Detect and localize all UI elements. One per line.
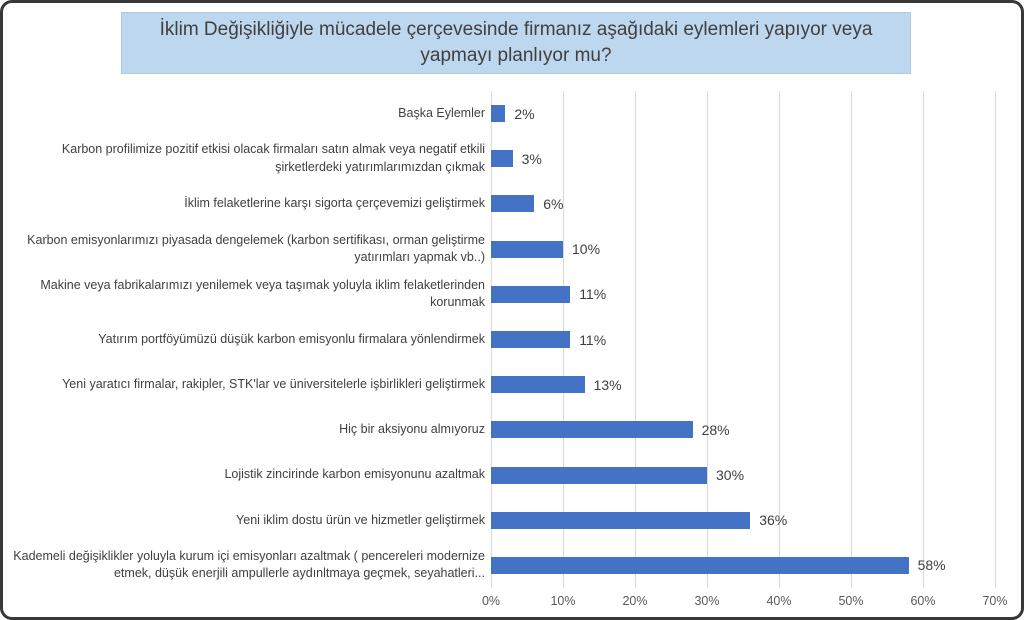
category-label: Kademeli değişiklikler yoluyla kurum içi… bbox=[13, 548, 485, 581]
value-label: 30% bbox=[716, 467, 745, 484]
bar bbox=[491, 105, 506, 123]
bar bbox=[491, 240, 563, 258]
bar bbox=[491, 511, 751, 529]
bar bbox=[491, 421, 693, 439]
category-label: Hiç bir aksiyonu almıyoruz bbox=[339, 422, 485, 437]
value-label: 58% bbox=[917, 557, 946, 574]
value-label: 13% bbox=[593, 376, 622, 393]
bar-row: Hiç bir aksiyonu almıyoruz 28% bbox=[3, 407, 995, 452]
bar-row: Kademeli değişiklikler yoluyla kurum içi… bbox=[3, 543, 995, 588]
bar-row: Yatırım portföyümüzü düşük karbon emisyo… bbox=[3, 317, 995, 362]
gridline-70pct bbox=[995, 91, 996, 588]
value-label: 36% bbox=[759, 512, 788, 529]
value-label: 2% bbox=[514, 105, 535, 122]
bar-row: İklim felaketlerine karşı sigorta çerçev… bbox=[3, 181, 995, 226]
gridline-50pct bbox=[850, 91, 852, 588]
x-axis-tick-label: 40% bbox=[766, 594, 792, 608]
x-axis-tick-label: 50% bbox=[838, 594, 864, 608]
bar-row: Yeni yaratıcı firmalar, rakipler, STK'la… bbox=[3, 362, 995, 407]
value-label: 11% bbox=[579, 286, 607, 303]
chart-title: İklim Değişikliğiyle mücadele çerçevesin… bbox=[121, 12, 911, 74]
bar bbox=[491, 556, 909, 574]
x-axis-tick-label: 0% bbox=[481, 594, 501, 608]
bar-row: Karbon emisyonlarımızı piyasada dengelem… bbox=[3, 227, 995, 272]
gridline-60pct bbox=[922, 91, 924, 588]
bar bbox=[491, 285, 571, 303]
value-label: 11% bbox=[579, 331, 607, 348]
plot-area: 0% 10% 20% 30% 40% 50% 60% 70% bbox=[482, 91, 1008, 608]
category-label: Karbon emisyonlarımızı piyasada dengelem… bbox=[27, 232, 485, 265]
x-axis-tick-label: 30% bbox=[694, 594, 720, 608]
x-axis-tick-label: 10% bbox=[550, 594, 576, 608]
category-label: Yatırım portföyümüzü düşük karbon emisyo… bbox=[98, 331, 485, 346]
category-label: Makine veya fabrikalarımızı yenilemek ve… bbox=[40, 277, 485, 310]
value-label: 6% bbox=[543, 195, 564, 212]
category-label: Yeni iklim dostu ürün ve hizmetler geliş… bbox=[236, 512, 485, 527]
x-axis-tick-label: 60% bbox=[910, 594, 936, 608]
bar-row: Lojistik zincirinde karbon emisyonunu az… bbox=[3, 453, 995, 498]
category-label: Başka Eylemler bbox=[398, 105, 485, 120]
bar-row: Yeni iklim dostu ürün ve hizmetler geliş… bbox=[3, 498, 995, 543]
value-label: 3% bbox=[521, 150, 542, 167]
value-label: 10% bbox=[572, 241, 601, 258]
bar-row: Karbon profilimize pozitif etkisi olacak… bbox=[3, 136, 995, 181]
value-label: 28% bbox=[701, 421, 730, 438]
bar bbox=[491, 195, 535, 213]
category-label: Yeni yaratıcı firmalar, rakipler, STK'la… bbox=[62, 376, 485, 391]
x-axis-tick-label: 20% bbox=[622, 594, 648, 608]
bar-row: Makine veya fabrikalarımızı yenilemek ve… bbox=[3, 272, 995, 317]
bar bbox=[491, 150, 513, 168]
bar bbox=[491, 331, 571, 349]
bar-rows: Başka Eylemler 2% Karbon profilimize poz… bbox=[3, 91, 995, 588]
bar-row: Başka Eylemler 2% bbox=[3, 91, 995, 136]
gridline-40pct bbox=[778, 91, 780, 588]
x-axis-tick-label: 70% bbox=[982, 594, 1008, 608]
gridline-20pct bbox=[634, 91, 636, 588]
category-label: Karbon profilimize pozitif etkisi olacak… bbox=[61, 142, 485, 174]
gridline-30pct bbox=[706, 91, 708, 588]
category-label: İklim felaketlerine karşı sigorta çerçev… bbox=[184, 196, 485, 211]
bar bbox=[491, 376, 585, 394]
category-label: Lojistik zincirinde karbon emisyonunu az… bbox=[224, 467, 485, 482]
bar bbox=[491, 466, 707, 484]
